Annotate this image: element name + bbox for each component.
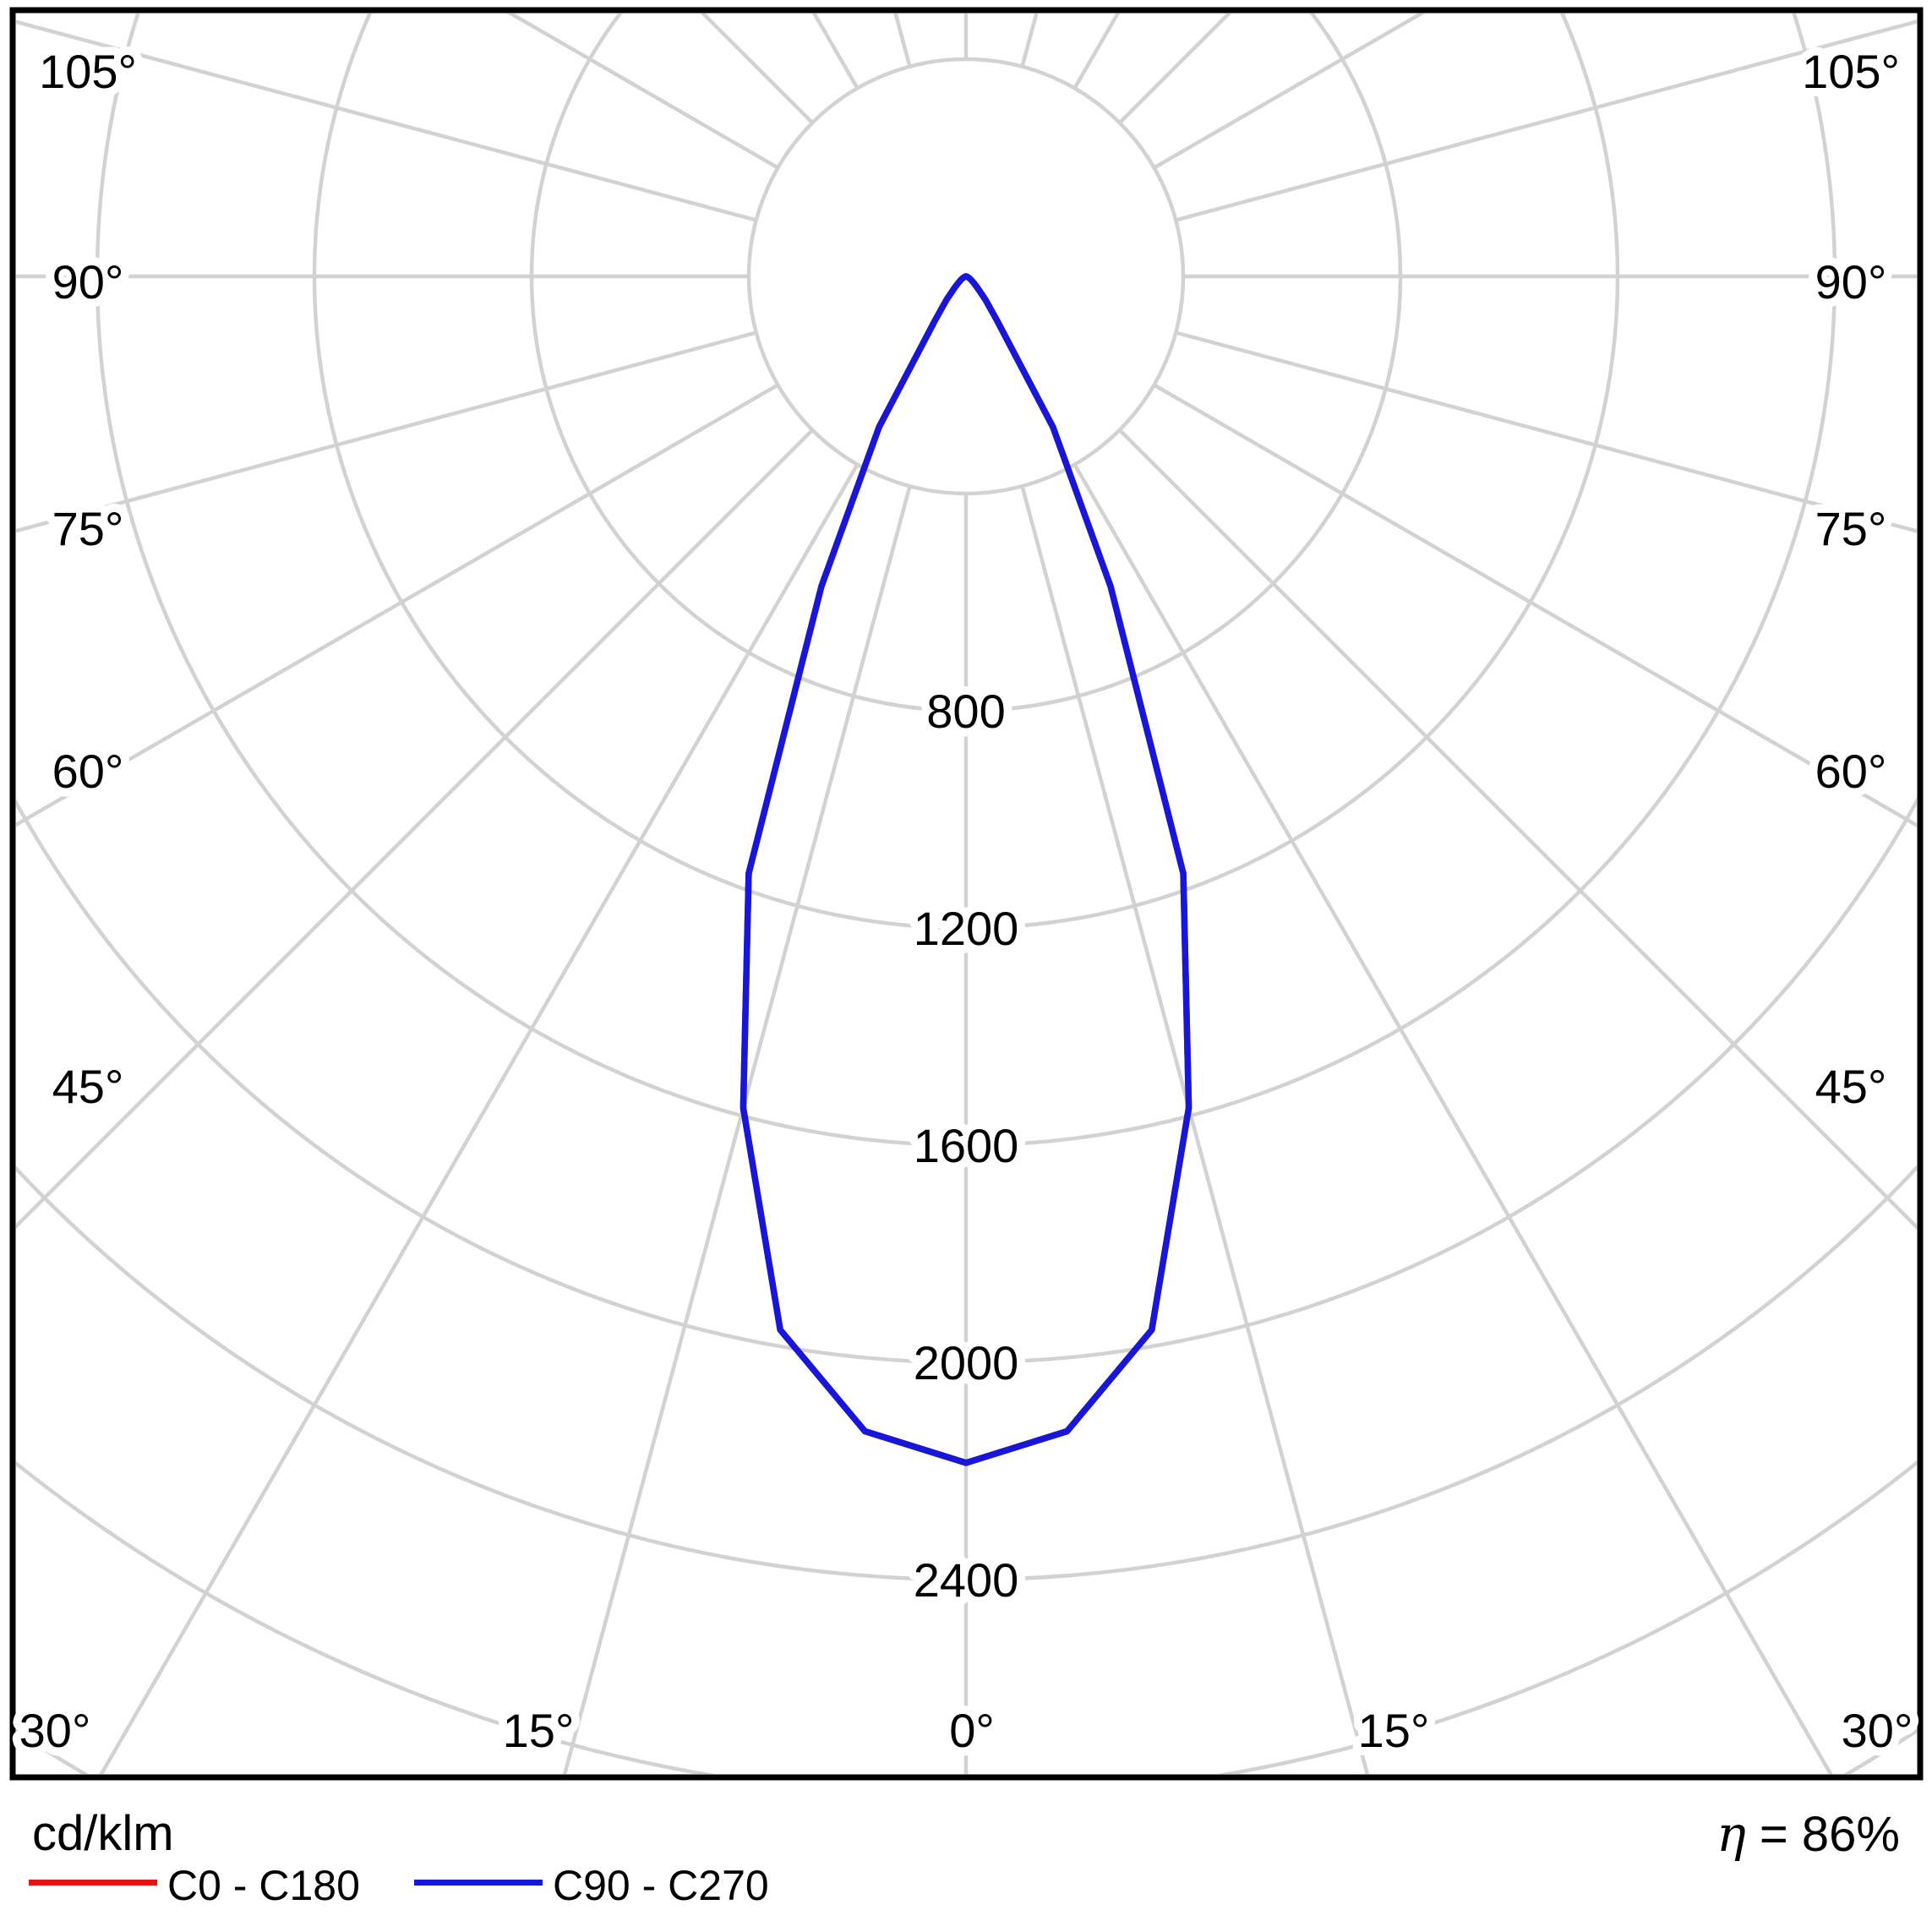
angle-label: 15° xyxy=(1358,1704,1430,1757)
legend-label-c90-c270: C90 - C270 xyxy=(553,1862,769,1909)
angle-label: 75° xyxy=(52,502,124,555)
ring-label: 2000 xyxy=(914,1336,1019,1389)
angle-label: 105° xyxy=(39,45,137,98)
efficiency-value: = 86% xyxy=(1745,1807,1900,1862)
grid-ray xyxy=(562,485,912,1774)
angle-label: 60° xyxy=(52,745,124,798)
grid-ray xyxy=(99,463,860,1774)
grid-ray xyxy=(1118,428,1917,1231)
grid-labels: 800 1200 1600 2000 2400 0° 15° 15° 30° 30° 45° 45° 6… xyxy=(11,36,1922,1766)
grid-ray xyxy=(16,19,757,222)
angle-label: 75° xyxy=(1815,502,1887,555)
efficiency-label: η = 86% xyxy=(1716,1805,1900,1863)
intensity-curves xyxy=(740,273,1192,1466)
grid-ray xyxy=(16,428,814,1230)
ring-label: 2400 xyxy=(914,1553,1019,1607)
angle-label: 15° xyxy=(503,1704,575,1757)
intensity-curve-c90-c270 xyxy=(740,273,1192,1466)
ring-label: 800 xyxy=(926,685,1005,738)
grid-ray xyxy=(1072,463,1833,1774)
grid-ray xyxy=(1153,383,1917,828)
angle-label: 90° xyxy=(1815,255,1887,308)
angle-label: 0° xyxy=(949,1704,995,1757)
grid-ray xyxy=(16,383,779,827)
ring-label: 1600 xyxy=(914,1119,1019,1172)
angle-label: 30° xyxy=(1842,1704,1913,1757)
angle-label: 30° xyxy=(19,1704,91,1757)
angle-label: 90° xyxy=(52,255,124,308)
ring-label: 1200 xyxy=(914,902,1019,955)
eta-symbol: η xyxy=(1716,1805,1746,1863)
grid-ray xyxy=(1175,330,1917,533)
grid-ray xyxy=(1020,485,1370,1774)
angle-label: 105° xyxy=(1802,45,1900,98)
angle-label: 45° xyxy=(52,1060,124,1113)
grid-ray xyxy=(16,330,757,533)
angle-label: 45° xyxy=(1815,1060,1887,1113)
legend-line-c0-c180 xyxy=(29,1880,157,1886)
legend-line-c90-c270 xyxy=(414,1880,543,1886)
grid-ray xyxy=(506,14,779,170)
units-label: cd/klm xyxy=(32,1806,174,1861)
grid-ray xyxy=(1153,14,1426,170)
angle-label: 60° xyxy=(1815,745,1887,798)
legend-label-c0-c180: C0 - C180 xyxy=(167,1862,360,1909)
grid-ray xyxy=(1175,19,1917,222)
